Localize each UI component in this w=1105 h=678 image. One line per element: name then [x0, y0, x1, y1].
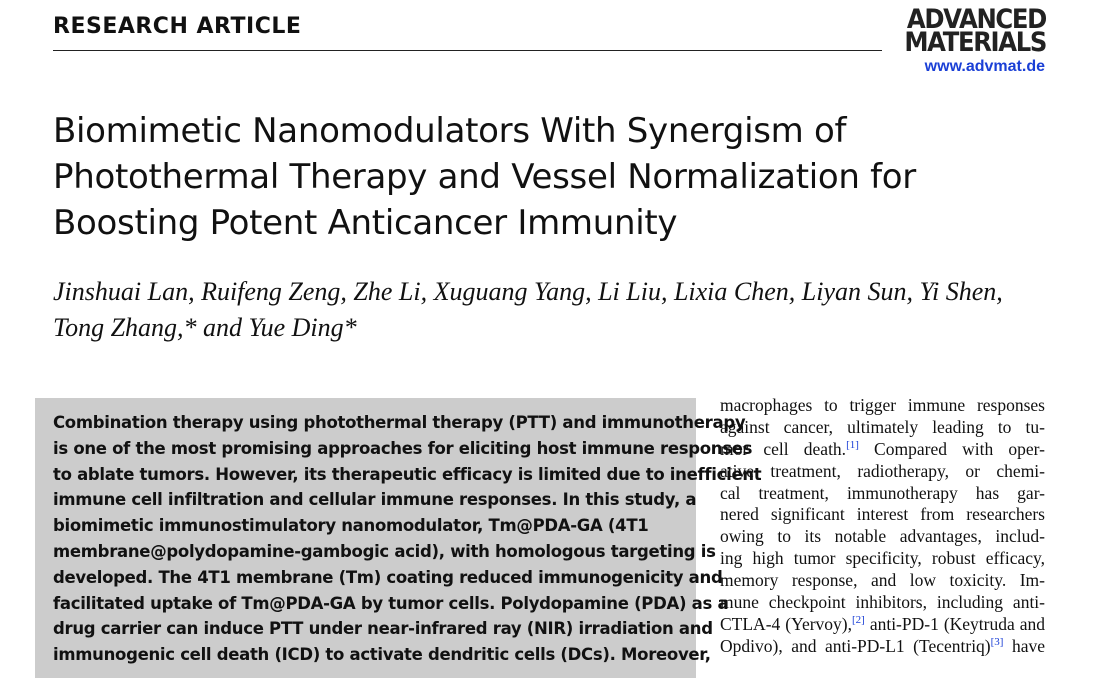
logo-line: ADVANCED — [906, 4, 1047, 35]
body-line: mor cell death.[1] Compared with oper- — [720, 439, 1045, 461]
article-title: Biomimetic Nanomodulators With Synergism… — [53, 108, 916, 246]
logo-line: MATERIALS — [904, 27, 1047, 58]
journal-logo: ADVANCED MATERIALS — [900, 4, 1047, 58]
abstract-line: drug carrier can induce PTT under near-i… — [53, 619, 713, 639]
body-text: Compared with oper- — [858, 438, 1045, 459]
body-text: have — [1003, 635, 1045, 656]
body-line: mune checkpoint inhibitors, including an… — [720, 592, 1045, 614]
body-text: macrophages to trigger immune responses — [720, 395, 1045, 415]
body-line: nered significant interest from research… — [720, 504, 1045, 526]
body-text: ing high tumor specificity, robust effic… — [720, 548, 1045, 569]
abstract-line: Combination therapy using photothermal t… — [53, 413, 746, 432]
body-line: memory response, and low toxicity. Im- — [720, 570, 1045, 592]
body-line: CTLA-4 (Yervoy),[2] anti-PD-1 (Keytruda … — [720, 614, 1045, 636]
body-text: cal treatment, immunotherapy has gar- — [720, 482, 1045, 503]
body-text: mor cell death. — [720, 438, 847, 459]
body-column: macrophages to trigger immune responses a… — [720, 395, 1045, 658]
body-text: against cancer, ultimately leading to tu… — [720, 416, 1045, 437]
abstract-line: immunogenic cell death (ICD) to activate… — [53, 645, 711, 665]
body-text: anti-PD-1 (Keytruda and — [864, 613, 1045, 634]
body-line: cal treatment, immunotherapy has gar- — [720, 483, 1045, 505]
header-rule — [53, 50, 882, 51]
body-line: owing to its notable advantages, includ- — [720, 526, 1045, 548]
section-label: RESEARCH ARTICLE — [53, 14, 302, 39]
body-text: Opdivo), and anti-PD-L1 (Tecentriq) — [720, 635, 991, 656]
abstract-line: facilitated uptake of Tm@PDA-GA by tumor… — [53, 593, 729, 613]
title-line: Photothermal Therapy and Vessel Normaliz… — [53, 157, 916, 197]
author-list: Jinshuai Lan, Ruifeng Zeng, Zhe Li, Xugu… — [53, 274, 1003, 346]
abstract-line: biomimetic immunostimulatory nanomodulat… — [53, 516, 649, 536]
abstract-line: membrane@polydopamine-gambogic acid), wi… — [53, 541, 716, 561]
body-line: ative treatment, radiotherapy, or chemi- — [720, 461, 1045, 483]
abstract-line: developed. The 4T1 membrane (Tm) coating… — [53, 567, 723, 587]
body-text: nered significant interest from research… — [720, 504, 1045, 525]
body-text: CTLA-4 (Yervoy), — [720, 613, 853, 634]
body-line: ing high tumor specificity, robust effic… — [720, 548, 1045, 570]
author-line: Tong Zhang,* and Yue Ding* — [53, 313, 357, 342]
abstract-box: Combination therapy using photothermal t… — [35, 398, 762, 678]
body-text: mune checkpoint inhibitors, including an… — [720, 592, 1045, 613]
body-text: owing to its notable advantages, includ- — [720, 526, 1045, 547]
body-line: against cancer, ultimately leading to tu… — [720, 417, 1045, 439]
body-line: Opdivo), and anti-PD-L1 (Tecentriq)[3] h… — [720, 636, 1045, 658]
journal-url-link[interactable]: www.advmat.de — [924, 58, 1045, 75]
body-text: memory response, and low toxicity. Im- — [720, 570, 1045, 591]
citation-link[interactable]: [3] — [990, 635, 1004, 648]
citation-link[interactable]: [1] — [846, 438, 859, 451]
title-line: Biomimetic Nanomodulators With Synergism… — [53, 111, 847, 151]
title-line: Boosting Potent Anticancer Immunity — [53, 203, 678, 243]
abstract-line: is one of the most promising approaches … — [53, 438, 753, 458]
body-line: macrophages to trigger immune responses — [720, 395, 1045, 417]
citation-link[interactable]: [2] — [852, 614, 865, 627]
author-line: Jinshuai Lan, Ruifeng Zeng, Zhe Li, Xugu… — [53, 277, 1003, 306]
abstract-line: immune cell infiltration and cellular im… — [53, 490, 697, 510]
body-text: ative treatment, radiotherapy, or chemi- — [720, 460, 1045, 481]
abstract-line: to ablate tumors. However, its therapeut… — [53, 464, 762, 484]
